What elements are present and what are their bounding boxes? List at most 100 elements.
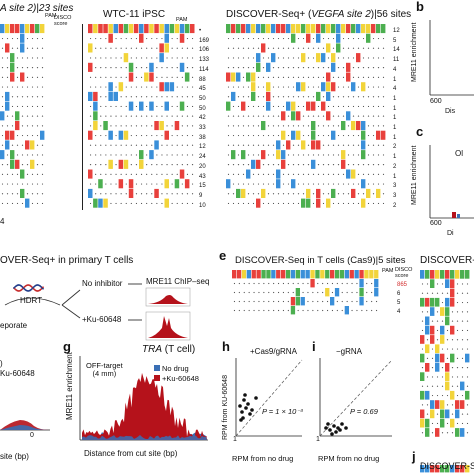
panel-a-right-match-dot <box>277 37 280 40</box>
panel-a-mid-match-dot <box>115 105 117 108</box>
panel-e-match-dot <box>253 309 255 312</box>
panel-a-right-match-dot <box>347 164 350 166</box>
panel-e-right-base-cell <box>455 409 460 419</box>
panel-a-right-match-dot <box>307 86 310 88</box>
panel-a-mid-match-dot <box>171 164 173 166</box>
panel-a-right-base-cell <box>251 72 256 82</box>
panel-a-mid-match-dot <box>176 193 178 195</box>
panel-a-left-match-dot <box>11 96 14 98</box>
panel-j-title: DISCOVER-Seq <box>420 461 474 471</box>
panel-a-left-base-cell <box>40 130 45 140</box>
panel-c-inset: Ol <box>455 149 463 158</box>
panel-a-mid-base-cell <box>179 169 185 179</box>
panel-a-mid-match-dot <box>181 47 183 49</box>
panel-a-right-match-dot <box>252 125 255 127</box>
panel-a-mid-base-cell <box>154 24 159 34</box>
panel-a-right-base-cell <box>326 198 331 208</box>
panel-a-right-match-dot <box>362 105 365 108</box>
panel-e-right-base-cell <box>455 270 460 279</box>
panel-e-match-dot <box>351 282 353 285</box>
panel-a-right-match-dot <box>322 37 325 40</box>
panel-g-no-drug-signal <box>82 435 207 440</box>
panel-a-right-match-dot <box>252 144 255 146</box>
panel-a-right-base-cell <box>311 101 316 111</box>
panel-a-left-match-dot <box>41 173 44 175</box>
panel-a-right-match-dot <box>322 154 325 156</box>
panel-a-mid-match-dot <box>125 115 127 117</box>
panel-a-right-match-dot <box>342 173 345 175</box>
panel-a-right-base-cell <box>241 150 246 160</box>
panel-a-left-match-dot <box>26 37 29 40</box>
panel-e-right-base-cell <box>430 409 435 419</box>
panel-a-mid-match-dot <box>140 125 143 127</box>
panel-a-mid-match-dot <box>156 105 158 108</box>
panel-a-right-match-dot <box>312 37 315 40</box>
panel-a-left-match-dot <box>41 193 44 195</box>
panel-d-title: OVER-Seq+ in primary T cells <box>0 255 134 266</box>
panel-a-mid-base-cell <box>154 121 159 131</box>
panel-e-right-base-cell <box>445 270 450 279</box>
panel-e-right-match-dot <box>466 376 469 378</box>
panel-a-right-match-dot <box>362 37 365 40</box>
panel-i-point <box>332 424 336 428</box>
panel-e-match-dot <box>233 282 236 285</box>
panel-a-left-match-dot <box>16 76 19 78</box>
panel-a-right-base-cell <box>311 24 316 34</box>
panel-a-left-match-dot <box>41 115 44 117</box>
panel-a-right-match-dot <box>382 173 385 175</box>
panel-a-right-match-dot <box>372 202 375 205</box>
panel-a-mid-match-dot <box>95 164 97 166</box>
panel-a-right-match-dot <box>382 115 385 117</box>
panel-a-right-base-cell <box>331 62 336 72</box>
panel-a-right-match-dot <box>292 173 295 175</box>
panel-e-right-base-cell <box>440 325 445 335</box>
panel-a-right-match-dot <box>297 154 300 156</box>
panel-a-right-match-dot <box>297 202 300 205</box>
panel-h-ylabel: RPM from KU-60648 <box>222 375 229 440</box>
panel-h-label: h <box>222 339 230 354</box>
panel-a-mid-match-dot <box>140 57 143 59</box>
panel-e-match-dot <box>292 282 294 285</box>
panel-a-mid-match-dot <box>120 144 122 146</box>
panel-e-match-dot <box>375 300 378 303</box>
panel-e-right-base-cell <box>420 270 425 279</box>
panel-a-right-match-dot <box>242 164 245 166</box>
panel-a-right-match-dot <box>347 47 350 49</box>
panel-a-right-match-dot <box>242 202 245 205</box>
panel-h-point <box>248 412 252 416</box>
panel-a-right-match-dot <box>342 193 345 195</box>
panel-a-right-match-dot <box>272 37 275 40</box>
panel-a-right-match-dot <box>317 67 320 69</box>
panel-e-right-base-cell <box>425 297 430 307</box>
panel-a-left-match-dot <box>1 76 4 78</box>
panel-e-base-cell <box>246 270 251 279</box>
panel-a-right-match-dot <box>272 86 275 88</box>
panel-a-right-match-dot <box>247 193 250 195</box>
panel-e-right-match-dot <box>441 432 444 434</box>
panel-e-match-dot <box>277 291 280 294</box>
panel-a-right-match-dot <box>247 154 250 156</box>
panel-a-mid-base-cell <box>164 24 169 34</box>
panel-a-right-match-dot <box>382 47 385 49</box>
panel-a-right-match-dot <box>287 37 290 40</box>
panel-a-left-match-dot <box>31 47 34 49</box>
panel-a-right-match-dot <box>232 202 235 205</box>
panel-a-right-base-cell <box>326 111 331 121</box>
panel-a-mid-base-cell <box>128 72 134 82</box>
panel-e-match-dot <box>371 309 373 312</box>
panel-e-match-dot <box>302 309 304 312</box>
panel-a-mid-match-dot <box>130 164 132 166</box>
panel-a-left-match-dot <box>41 154 44 156</box>
panel-a-left-match-dot <box>31 76 34 78</box>
panel-e-base-cell <box>295 288 300 297</box>
panel-i-point <box>338 428 342 432</box>
panel-a-right-match-dot <box>227 134 230 137</box>
panel-a-right-base-cell <box>316 188 321 198</box>
panel-a-mid-match-dot <box>171 115 173 117</box>
panel-a-mid-match-dot <box>191 125 194 127</box>
panel-a-mid-match-dot <box>125 202 127 205</box>
panel-h-point <box>244 406 248 410</box>
panel-a-left-match-dot <box>16 105 19 108</box>
panel-a-mid-match-dot <box>100 47 102 49</box>
panel-a-mid-match-dot <box>110 183 112 185</box>
